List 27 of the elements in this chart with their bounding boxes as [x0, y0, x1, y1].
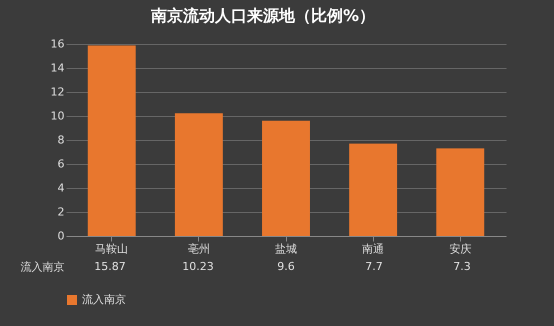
legend-label: 流入南京	[82, 293, 126, 306]
data-label: 7.7	[365, 260, 383, 273]
x-tick-label: 南通	[362, 242, 384, 256]
y-tick-label: 4	[58, 182, 64, 194]
bar	[349, 144, 398, 236]
data-label: 9.6	[277, 260, 295, 273]
y-tick-label: 0	[58, 230, 64, 242]
bar	[88, 46, 136, 236]
x-tick-label: 安庆	[449, 242, 472, 256]
y-tick-label: 8	[58, 134, 64, 146]
y-tick-label: 6	[58, 158, 64, 170]
x-tick-label: 盐城	[275, 242, 297, 256]
text: 流入南京	[20, 260, 64, 274]
bar	[262, 120, 310, 236]
data-label: 10.23	[182, 260, 214, 273]
data-label: 7.3	[453, 260, 471, 273]
x-tick-label: 亳州	[188, 242, 210, 256]
y-tick-label: 14	[50, 62, 64, 74]
bar	[436, 148, 484, 236]
x-tick-label: 马鞍山	[95, 242, 128, 256]
bar	[174, 113, 223, 236]
y-tick-label: 16	[50, 38, 64, 50]
y-tick-label: 2	[58, 206, 64, 218]
y-tick-label: 10	[50, 110, 64, 122]
chart-title: 南京流动人口来源地（比例%）	[150, 6, 376, 25]
data-label: 15.87	[94, 260, 126, 273]
y-tick-label: 12	[50, 86, 64, 98]
